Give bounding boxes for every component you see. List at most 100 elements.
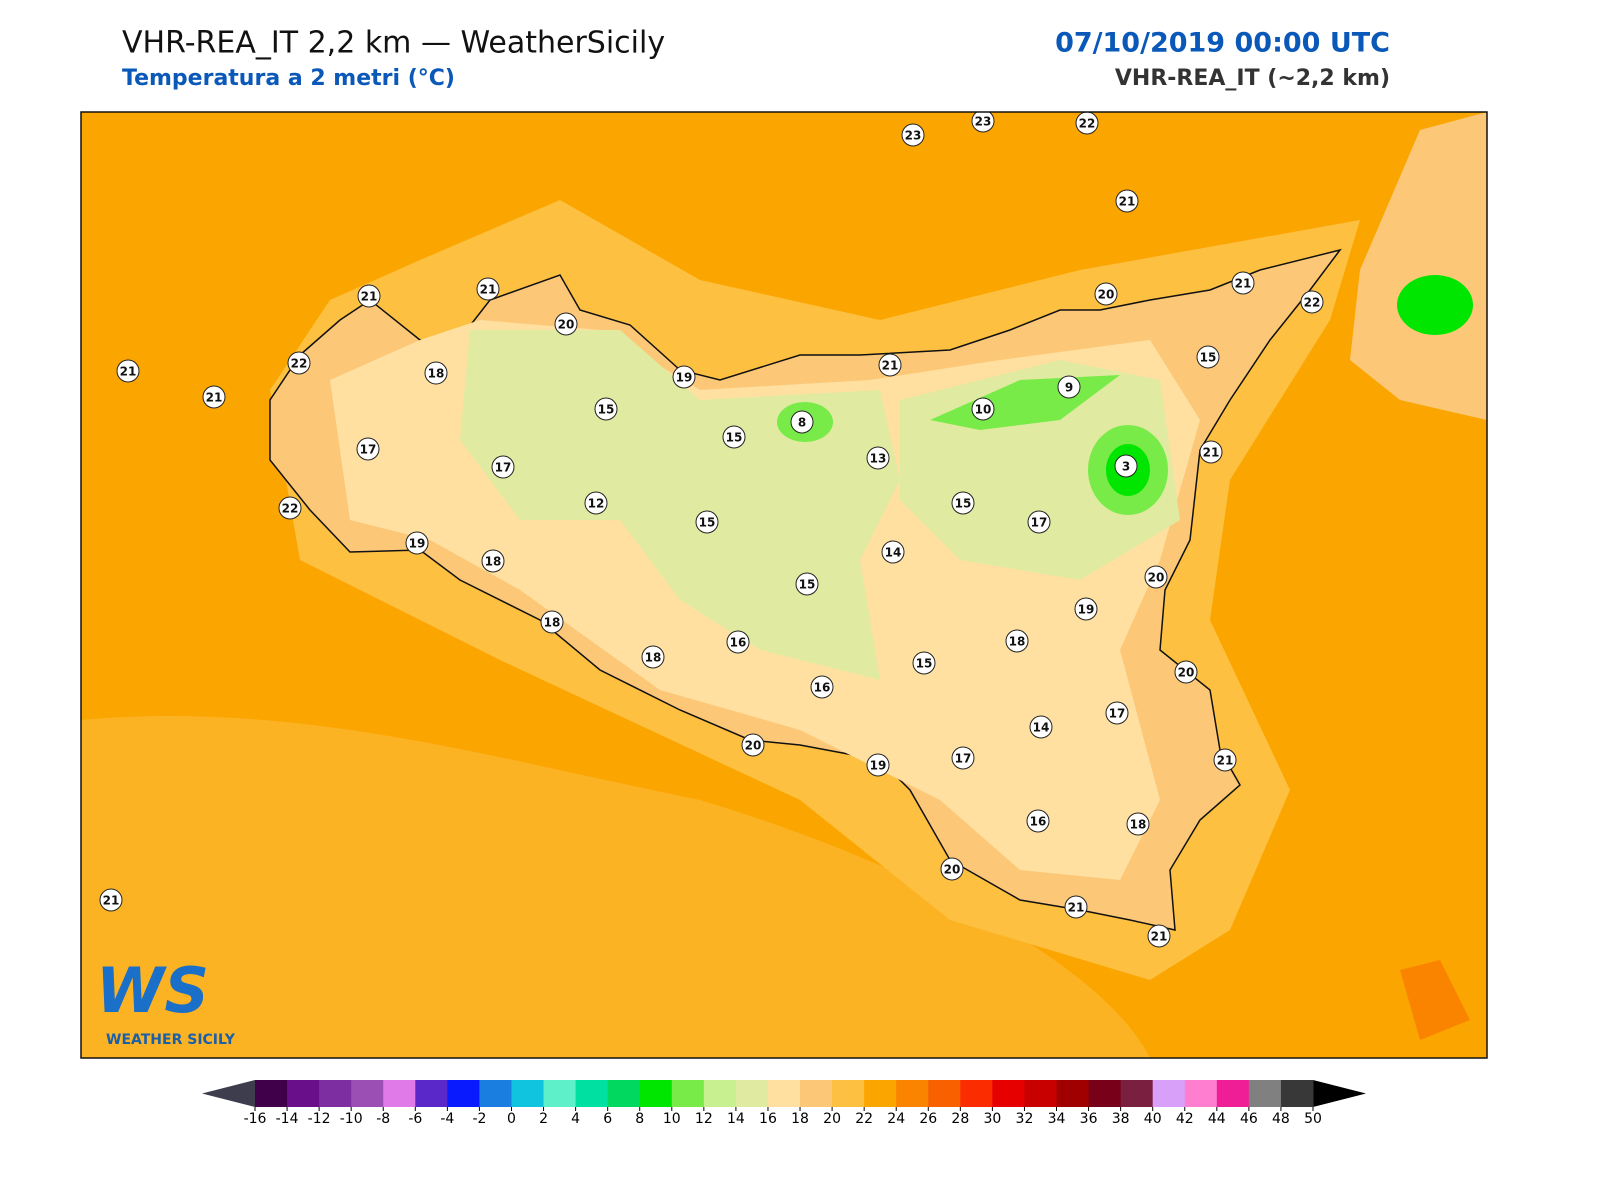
station: 18 bbox=[481, 549, 505, 573]
station: 16 bbox=[726, 630, 750, 654]
colorbar-tick-label: 50 bbox=[1304, 1111, 1322, 1127]
station: 15 bbox=[795, 572, 819, 596]
station: 21 bbox=[99, 888, 123, 912]
station: 14 bbox=[1029, 715, 1053, 739]
colorbar-tick-label: 2 bbox=[539, 1111, 548, 1127]
station-marker bbox=[357, 284, 381, 308]
colorbar-tick-label: -2 bbox=[472, 1111, 486, 1127]
station-marker bbox=[726, 630, 750, 654]
station-marker bbox=[951, 491, 975, 515]
station-value: 16 bbox=[730, 636, 747, 650]
station-marker bbox=[1231, 271, 1255, 295]
colorbar-bin bbox=[1248, 1080, 1282, 1107]
station-marker bbox=[1064, 895, 1088, 919]
station: 20 bbox=[940, 857, 964, 881]
station-marker bbox=[1126, 812, 1150, 836]
colorbar-bin bbox=[1280, 1080, 1314, 1107]
station-value: 22 bbox=[282, 502, 299, 516]
station: 20 bbox=[741, 733, 765, 757]
station: 19 bbox=[405, 531, 429, 555]
station-marker bbox=[901, 123, 925, 147]
colorbar-tick-label: 8 bbox=[635, 1111, 644, 1127]
station-value: 21 bbox=[206, 391, 223, 405]
station-value: 9 bbox=[1065, 381, 1073, 395]
station-marker bbox=[741, 733, 765, 757]
station-value: 14 bbox=[1033, 721, 1050, 735]
station: 3 bbox=[1114, 454, 1138, 478]
station: 22 bbox=[287, 351, 311, 375]
station-marker bbox=[99, 888, 123, 912]
station-value: 21 bbox=[1151, 930, 1168, 944]
station-marker bbox=[1300, 290, 1324, 314]
station-value: 20 bbox=[558, 318, 575, 332]
colorbar-bin bbox=[960, 1080, 993, 1107]
colorbar-bin bbox=[479, 1080, 512, 1107]
station: 15 bbox=[722, 425, 746, 449]
station-value: 21 bbox=[1235, 277, 1252, 291]
colorbar-tick-label: 40 bbox=[1144, 1111, 1162, 1127]
station-value: 10 bbox=[975, 403, 992, 417]
station-value: 21 bbox=[1068, 901, 1085, 915]
colorbar-tick-label: 28 bbox=[951, 1111, 969, 1127]
colorbar-over bbox=[1313, 1080, 1366, 1107]
colorbar-tick-label: 22 bbox=[855, 1111, 873, 1127]
colorbar-tick-label: -10 bbox=[340, 1111, 363, 1127]
colorbar-tick-label: -6 bbox=[408, 1111, 422, 1127]
station: 18 bbox=[1005, 629, 1029, 653]
station-marker bbox=[795, 572, 819, 596]
colorbar-bin bbox=[447, 1080, 480, 1107]
station-value: 12 bbox=[588, 497, 605, 511]
colorbar-bin bbox=[864, 1080, 897, 1107]
station: 21 bbox=[357, 284, 381, 308]
station-value: 14 bbox=[885, 546, 902, 560]
subtitle: Temperatura a 2 metri (°C) bbox=[122, 66, 455, 91]
station: 21 bbox=[1147, 924, 1171, 948]
station-value: 15 bbox=[916, 657, 933, 671]
station-marker bbox=[1027, 510, 1051, 534]
station: 22 bbox=[1075, 112, 1099, 135]
station-value: 20 bbox=[1178, 666, 1195, 680]
date: 07/10/2019 00:00 UTC bbox=[1055, 28, 1390, 59]
map-frame bbox=[80, 111, 1488, 1059]
station: 9 bbox=[1057, 375, 1081, 399]
station-marker bbox=[1005, 629, 1029, 653]
station-value: 22 bbox=[291, 357, 308, 371]
colorbar-tick-label: 32 bbox=[1016, 1111, 1034, 1127]
station: 16 bbox=[1026, 809, 1050, 833]
colorbar-bin bbox=[992, 1080, 1025, 1107]
station-marker bbox=[287, 351, 311, 375]
station-value: 20 bbox=[944, 863, 961, 877]
station-value: 15 bbox=[699, 516, 716, 530]
colorbar-tick-label: -4 bbox=[440, 1111, 454, 1127]
colorbar-bin bbox=[1024, 1080, 1058, 1107]
colorbar-tick-label: 20 bbox=[823, 1111, 841, 1127]
station-marker bbox=[476, 277, 500, 301]
model: VHR-REA_IT (~2,2 km) bbox=[1115, 66, 1390, 91]
station-marker bbox=[278, 496, 302, 520]
colorbar-bin bbox=[800, 1080, 833, 1107]
station-marker bbox=[116, 359, 140, 383]
station-value: 13 bbox=[870, 452, 887, 466]
station-marker bbox=[1057, 375, 1081, 399]
colorbar-bin bbox=[543, 1080, 577, 1107]
station: 22 bbox=[278, 496, 302, 520]
colorbar-bin bbox=[1216, 1080, 1250, 1107]
colorbar-bin bbox=[415, 1080, 448, 1107]
station-value: 21 bbox=[882, 359, 899, 373]
colorbar-tick-label: 46 bbox=[1240, 1111, 1258, 1127]
station: 8 bbox=[790, 410, 814, 434]
station-value: 19 bbox=[409, 537, 426, 551]
sea-warm-spot bbox=[1400, 960, 1470, 1040]
station: 19 bbox=[1074, 597, 1098, 621]
station-marker bbox=[1174, 660, 1198, 684]
station-marker bbox=[481, 549, 505, 573]
station: 12 bbox=[584, 491, 608, 515]
station: 15 bbox=[951, 491, 975, 515]
station-marker bbox=[554, 312, 578, 336]
station-value: 21 bbox=[480, 283, 497, 297]
station-value: 17 bbox=[955, 752, 972, 766]
colorbar-bin bbox=[1088, 1080, 1122, 1107]
colorbar: -16 -14 -12 -10 -8 -6 -4 -2 0 2 4 6 8 10 12 14 16 18 20 22 2… bbox=[202, 1080, 1366, 1127]
station: 18 bbox=[641, 645, 665, 669]
station-value: 17 bbox=[360, 443, 377, 457]
